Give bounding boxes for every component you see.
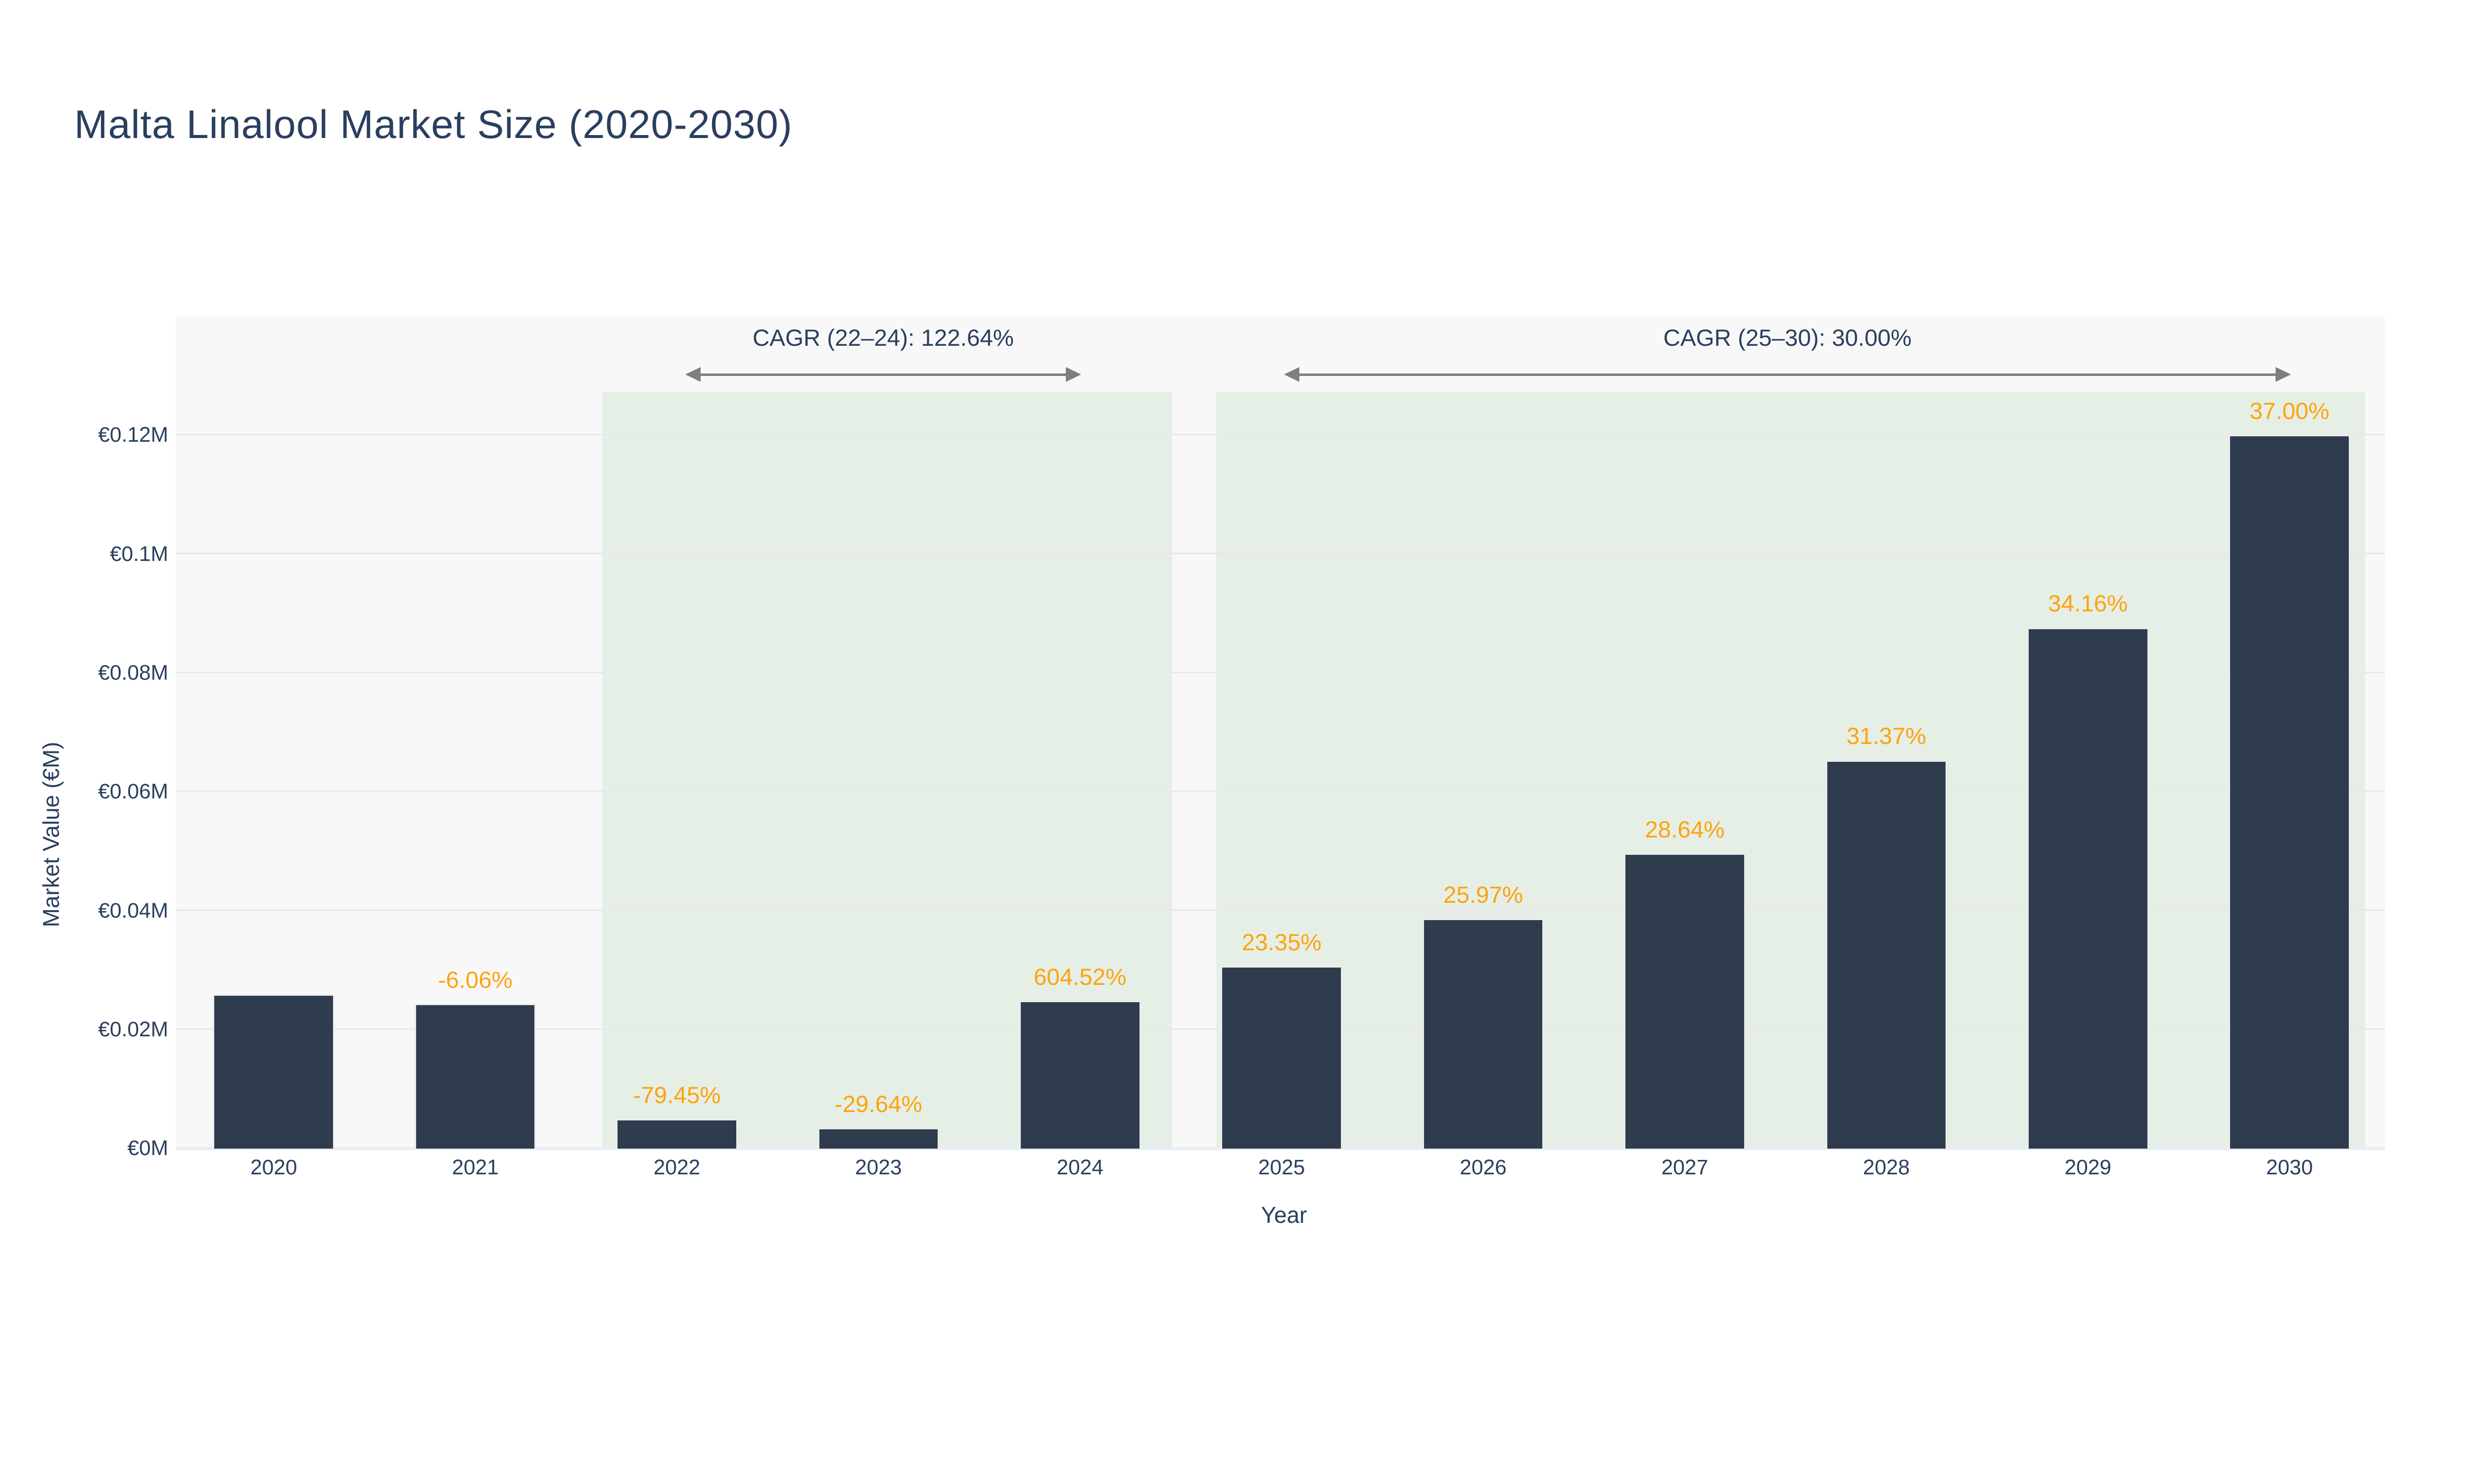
y-tick-label-€0.04M: €0.04M bbox=[98, 899, 168, 923]
bar-2028[interactable] bbox=[1825, 760, 1948, 1149]
cagr-annotation-text-2025-2030: CAGR (25–30): 30.00% bbox=[1663, 325, 1912, 352]
gridline-0.08 bbox=[176, 671, 2385, 674]
y-tick-label-€0.12M: €0.12M bbox=[98, 423, 168, 447]
x-axis-title: Year bbox=[1261, 1202, 1307, 1228]
bar-value-label-2027: 28.64% bbox=[1645, 816, 1725, 843]
bar-value-label-2029: 34.16% bbox=[2048, 591, 2128, 617]
gridline-0.04 bbox=[176, 909, 2385, 911]
x-tick-label-2026: 2026 bbox=[1460, 1156, 1507, 1180]
x-tick-label-2022: 2022 bbox=[653, 1156, 701, 1180]
x-tick-label-2021: 2021 bbox=[452, 1156, 499, 1180]
bar-value-label-2026: 25.97% bbox=[1443, 882, 1523, 909]
x-tick-label-2023: 2023 bbox=[855, 1156, 902, 1180]
y-tick-label-€0.06M: €0.06M bbox=[98, 780, 168, 804]
bar-2021[interactable] bbox=[414, 1004, 536, 1149]
figure: Malta Linalool Market Size (2020-2030) M… bbox=[38, 102, 2385, 1228]
bar-2020[interactable] bbox=[213, 994, 335, 1149]
bar-value-label-2021: -6.06% bbox=[438, 967, 513, 993]
plot-area: -6.06% -79.45% -29.64% 604.52% 23.35% 25.97% 2… bbox=[176, 317, 2385, 1151]
gridline-0.06 bbox=[176, 790, 2385, 792]
cagr-annotation-text-2022-2024: CAGR (22–24): 122.64% bbox=[752, 325, 1014, 352]
chart-title: Malta Linalool Market Size (2020-2030) bbox=[74, 102, 793, 147]
gridline-0.12 bbox=[176, 433, 2385, 436]
bar-2024[interactable] bbox=[1019, 1001, 1141, 1149]
y-tick-label-€0.08M: €0.08M bbox=[98, 661, 168, 685]
bar-value-label-2028: 31.37% bbox=[1846, 723, 1926, 750]
y-tick-label-€0.02M: €0.02M bbox=[98, 1018, 168, 1041]
x-tick-label-2025: 2025 bbox=[1258, 1156, 1305, 1180]
cagr-highlight-band-2025-2030 bbox=[1216, 391, 2365, 1149]
bar-2027[interactable] bbox=[1624, 853, 1746, 1149]
cagr-arrow-line bbox=[696, 373, 1070, 376]
x-tick-label-2024: 2024 bbox=[1056, 1156, 1104, 1180]
x-tick-label-2028: 2028 bbox=[1863, 1156, 1910, 1180]
x-tick-label-2020: 2020 bbox=[250, 1156, 297, 1180]
bar-value-label-2023: -29.64% bbox=[834, 1091, 922, 1118]
y-tick-label-€0M: €0M bbox=[127, 1137, 168, 1160]
zero-line bbox=[176, 1147, 2385, 1151]
bar-2023[interactable] bbox=[817, 1128, 940, 1149]
bar-value-label-2025: 23.35% bbox=[1241, 929, 1322, 956]
y-tick-label-€0.1M: €0.1M bbox=[109, 542, 168, 566]
x-tick-label-2027: 2027 bbox=[1661, 1156, 1709, 1180]
bar-value-label-2024: 604.52% bbox=[1034, 964, 1127, 990]
bar-value-label-2022: -79.45% bbox=[633, 1082, 721, 1109]
x-tick-label-2030: 2030 bbox=[2266, 1156, 2313, 1180]
bar-2030[interactable] bbox=[2229, 435, 2350, 1149]
bar-2025[interactable] bbox=[1221, 966, 1342, 1149]
gridline-0.1 bbox=[176, 553, 2385, 555]
bar-2022[interactable] bbox=[616, 1119, 738, 1149]
x-tick-label-2029: 2029 bbox=[2064, 1156, 2111, 1180]
cagr-arrow-line bbox=[1295, 373, 2280, 376]
bar-value-label-2030: 37.00% bbox=[2249, 398, 2330, 425]
bar-2029[interactable] bbox=[2027, 627, 2149, 1149]
bar-2026[interactable] bbox=[1422, 919, 1544, 1149]
